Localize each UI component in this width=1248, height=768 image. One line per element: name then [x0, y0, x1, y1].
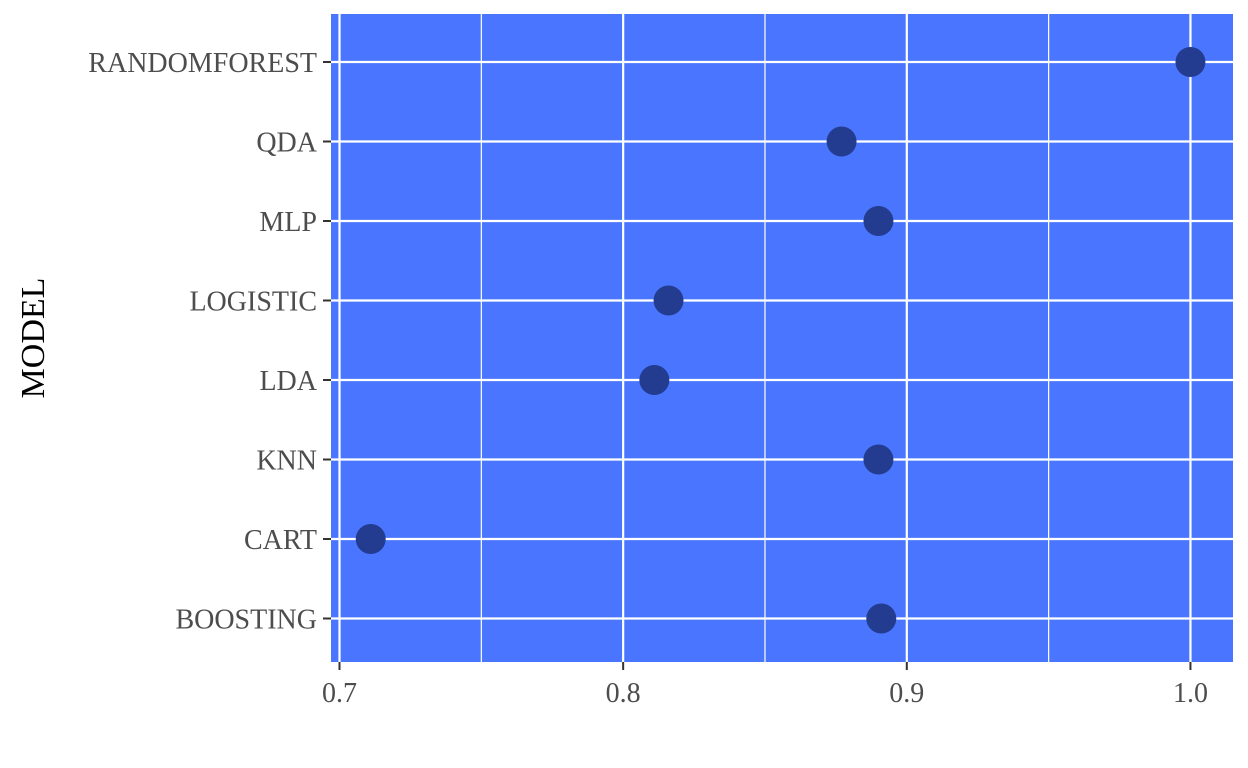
y-tick-label: QDA: [256, 128, 317, 159]
data-point: [653, 285, 684, 316]
y-tick-label: LOGISTIC: [189, 287, 317, 318]
data-point: [863, 206, 894, 236]
y-tick-label: RANDOMFOREST: [88, 48, 317, 79]
y-tick-label: MLP: [259, 207, 317, 238]
data-points: [355, 47, 1206, 634]
y-tick-label: LDA: [259, 366, 317, 397]
y-tick-label: BOOSTING: [175, 605, 317, 636]
data-point: [639, 365, 670, 395]
minor-grid: [480, 14, 1050, 662]
x-tick-label: 0.9: [889, 678, 924, 709]
x-tick-label: 0.7: [322, 678, 357, 709]
plot-panel: [331, 14, 1233, 662]
y-tick-label: CART: [244, 525, 317, 556]
y-axis-ticks: BOOSTING CART KNN LDA LOGISTIC MLP QDA RANDOMFO…: [88, 48, 331, 636]
data-point: [826, 126, 857, 157]
data-point: [863, 444, 894, 475]
x-tick-label: 1.0: [1173, 678, 1208, 709]
major-grid: [331, 14, 1233, 662]
y-tick-label: KNN: [256, 446, 317, 477]
x-axis-ticks: 0.7 0.8 0.9 1.0: [322, 662, 1208, 709]
data-point: [1175, 47, 1206, 77]
x-tick-label: 0.8: [606, 678, 641, 709]
data-point: [866, 603, 897, 634]
data-point: [355, 524, 386, 554]
y-axis-title: MODEL: [15, 278, 52, 399]
